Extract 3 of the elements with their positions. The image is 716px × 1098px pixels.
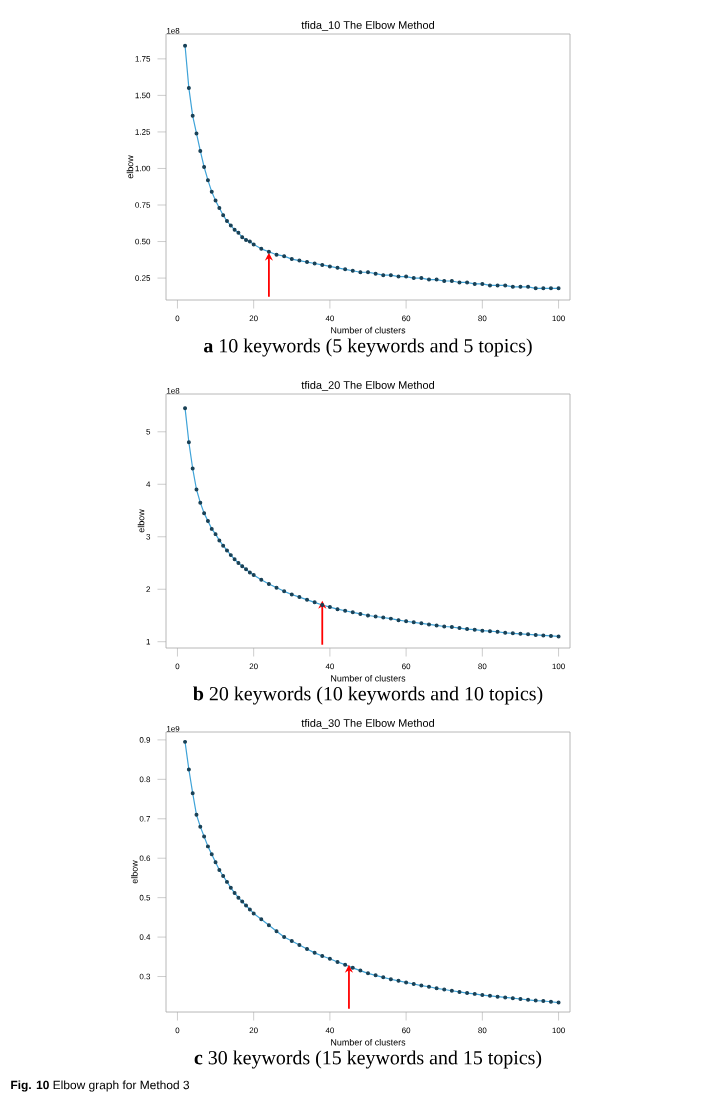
text: b 20 keywords (10 keywords and 10 topics) (193, 686, 543, 705)
text: a 10 keywords (5 keywords and 5 topics) (204, 338, 532, 357)
text: c 30 keywords (15 keywords and 15 topics) (194, 1050, 542, 1069)
